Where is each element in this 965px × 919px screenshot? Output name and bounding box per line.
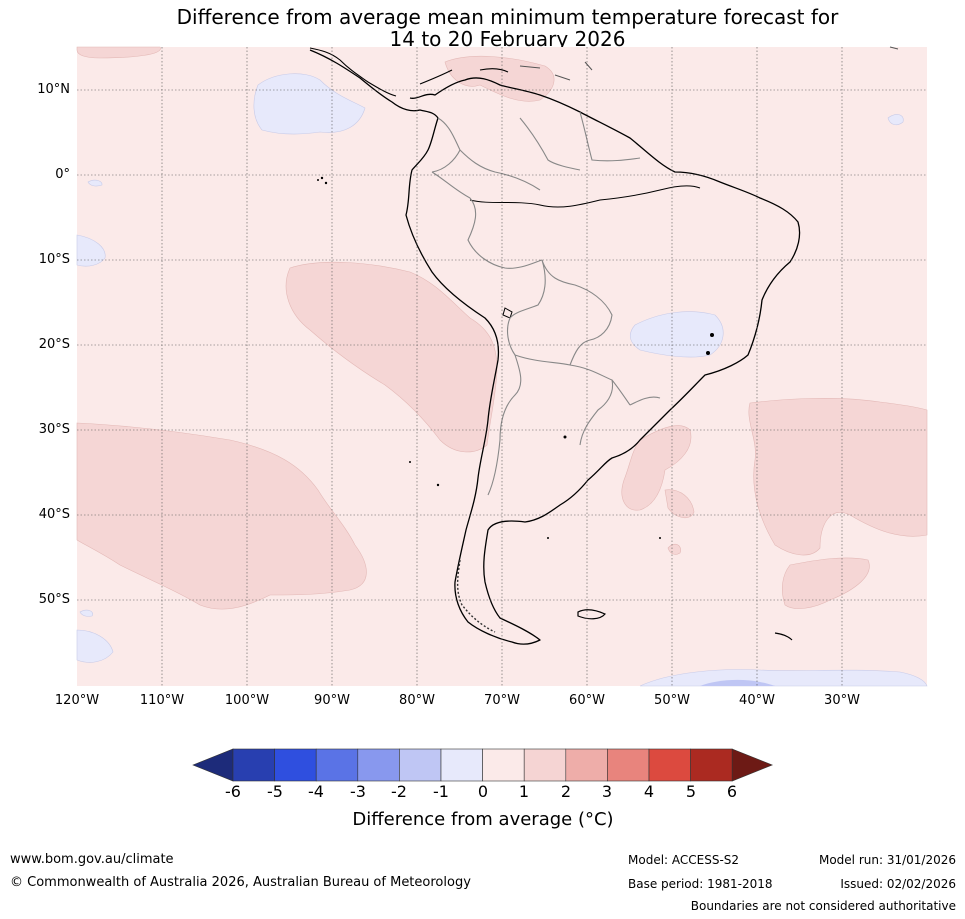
colorbar-tick: -5 xyxy=(267,782,283,801)
colorbar-tick: 4 xyxy=(643,782,655,801)
lon-label-40w: 40°W xyxy=(739,693,775,708)
colorbar-extend-high xyxy=(731,748,774,782)
anomaly-region-brazil xyxy=(630,311,724,358)
coastline-central-america xyxy=(309,47,509,97)
lat-label-30s: 30°S xyxy=(38,422,70,437)
anomaly-region-southern-pacific xyxy=(76,422,367,610)
issued-text: Issued: 02/02/2026 xyxy=(840,877,956,891)
colorbar-cell xyxy=(607,748,650,782)
colorbar-label: Difference from average (°C) xyxy=(352,809,614,830)
colorbar xyxy=(192,748,774,782)
lon-label-110w: 110°W xyxy=(139,693,185,708)
anomaly-region-uruguay-coast xyxy=(621,425,692,511)
colorbar-cell xyxy=(315,748,359,782)
anomaly-region-west-edge xyxy=(76,234,106,267)
colorbar-cell xyxy=(357,748,400,782)
colorbar-tick: 2 xyxy=(560,782,572,801)
lat-label-10n: 10°N xyxy=(37,82,70,97)
coastline-caribbean-islands xyxy=(519,46,899,81)
lat-label-0: 0° xyxy=(55,167,70,182)
lon-label-100w: 100°W xyxy=(224,693,270,708)
title-line-1: Difference from average mean minimum tem… xyxy=(176,5,839,29)
anomaly-region-deeper-blue xyxy=(700,679,775,686)
anomaly-region-pacific-small xyxy=(87,179,103,187)
chilean-fjords xyxy=(456,559,496,633)
lat-label-10s: 10°S xyxy=(38,252,70,267)
copyright-text: © Commonwealth of Australia 2026, Austra… xyxy=(10,875,471,890)
anomaly-region-southwest xyxy=(76,629,114,663)
colorbar-tick: -6 xyxy=(225,782,241,801)
falkland-islands xyxy=(577,609,606,620)
anomaly-region-pacific-small-2 xyxy=(79,609,93,617)
lon-label-80w: 80°W xyxy=(399,693,435,708)
base-period-text: Base period: 1981-2018 xyxy=(628,877,773,891)
lat-label-20s: 20°S xyxy=(38,337,70,352)
model-text: Model: ACCESS-S2 xyxy=(628,853,740,867)
colorbar-cell xyxy=(482,748,525,782)
anomaly-region-small-2 xyxy=(667,543,681,555)
lat-label-50s: 50°S xyxy=(38,592,70,607)
lon-label-120w: 120°W xyxy=(54,693,100,708)
colorbar-cell xyxy=(232,748,275,782)
colorbar-tick: -1 xyxy=(433,782,449,801)
colorbar-tick: -2 xyxy=(391,782,407,801)
colorbar-cell xyxy=(440,748,483,782)
lat-label-40s: 40°S xyxy=(38,507,70,522)
anomaly-region-small xyxy=(664,489,695,519)
lon-label-60w: 60°W xyxy=(569,693,605,708)
colorbar-cell xyxy=(690,748,733,782)
anomaly-region-south-atlantic xyxy=(748,398,928,556)
colorbar-tick: -3 xyxy=(350,782,366,801)
title-line-2: 14 to 20 February 2026 xyxy=(389,27,626,51)
lon-label-70w: 70°W xyxy=(484,693,520,708)
colorbar-tick: 3 xyxy=(601,782,613,801)
country-borders xyxy=(431,111,661,496)
colorbar-tick: 6 xyxy=(726,782,738,801)
anomaly-region-north-pacific xyxy=(76,46,161,59)
lon-label-30w: 30°W xyxy=(824,693,860,708)
lon-label-90w: 90°W xyxy=(314,693,350,708)
colorbar-cell xyxy=(399,748,442,782)
colorbar-tick: 1 xyxy=(518,782,530,801)
colorbar-tick: 5 xyxy=(685,782,697,801)
colorbar-extend-low xyxy=(192,748,234,782)
lon-label-50w: 50°W xyxy=(654,693,690,708)
colorbar-cell xyxy=(523,748,567,782)
colorbar-cell xyxy=(565,748,608,782)
anomaly-region-eastern-pacific xyxy=(285,261,498,453)
colorbar-cell xyxy=(274,748,317,782)
disclaimer-text: Boundaries are not considered authoritat… xyxy=(690,899,956,913)
anomaly-region-sw-atlantic xyxy=(639,669,928,687)
colorbar-tick: -4 xyxy=(308,782,324,801)
colorbar-tick: 0 xyxy=(477,782,489,801)
website-link[interactable]: www.bom.gov.au/climate xyxy=(10,852,174,867)
anomaly-region-caribbean xyxy=(444,55,555,102)
anomaly-region-central-america-pacific xyxy=(253,73,366,135)
south-georgia xyxy=(774,632,793,641)
colorbar-cell xyxy=(648,748,691,782)
model-run-text: Model run: 31/01/2026 xyxy=(818,853,956,867)
anomaly-region-atlantic-small xyxy=(887,114,904,126)
